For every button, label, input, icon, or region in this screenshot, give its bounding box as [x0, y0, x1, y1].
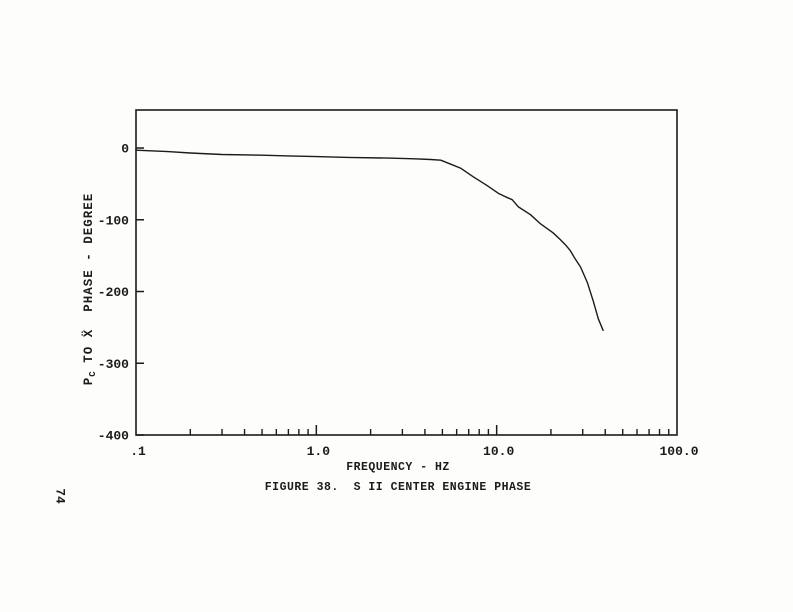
y-axis-label: PC TO Ẍ PHASE - DEGREE: [82, 193, 98, 385]
page-number: 74: [52, 488, 68, 504]
x-tick-label: .1: [130, 444, 146, 459]
y-axis-label-subscript: C: [88, 371, 98, 377]
plot-frame: [135, 109, 678, 436]
figure-caption: FIGURE 38. S II CENTER ENGINE PHASE: [264, 481, 532, 494]
y-tick-label: 0: [121, 142, 129, 157]
x-axis-label: FREQUENCY - HZ: [346, 461, 450, 474]
y-axis-label-base: P: [82, 376, 96, 386]
phase-curve: [135, 149, 604, 331]
y-axis-label-rest: TO Ẍ PHASE - DEGREE: [82, 192, 96, 372]
y-tick-label: -100: [98, 213, 129, 228]
y-tick-label: -200: [98, 285, 129, 300]
y-tick-label: -400: [98, 429, 129, 444]
x-tick-label: 1.0: [307, 444, 331, 459]
x-tick-label: 10.0: [483, 444, 514, 459]
x-tick-label: 100.0: [659, 444, 698, 459]
y-tick-label: -300: [98, 357, 129, 372]
